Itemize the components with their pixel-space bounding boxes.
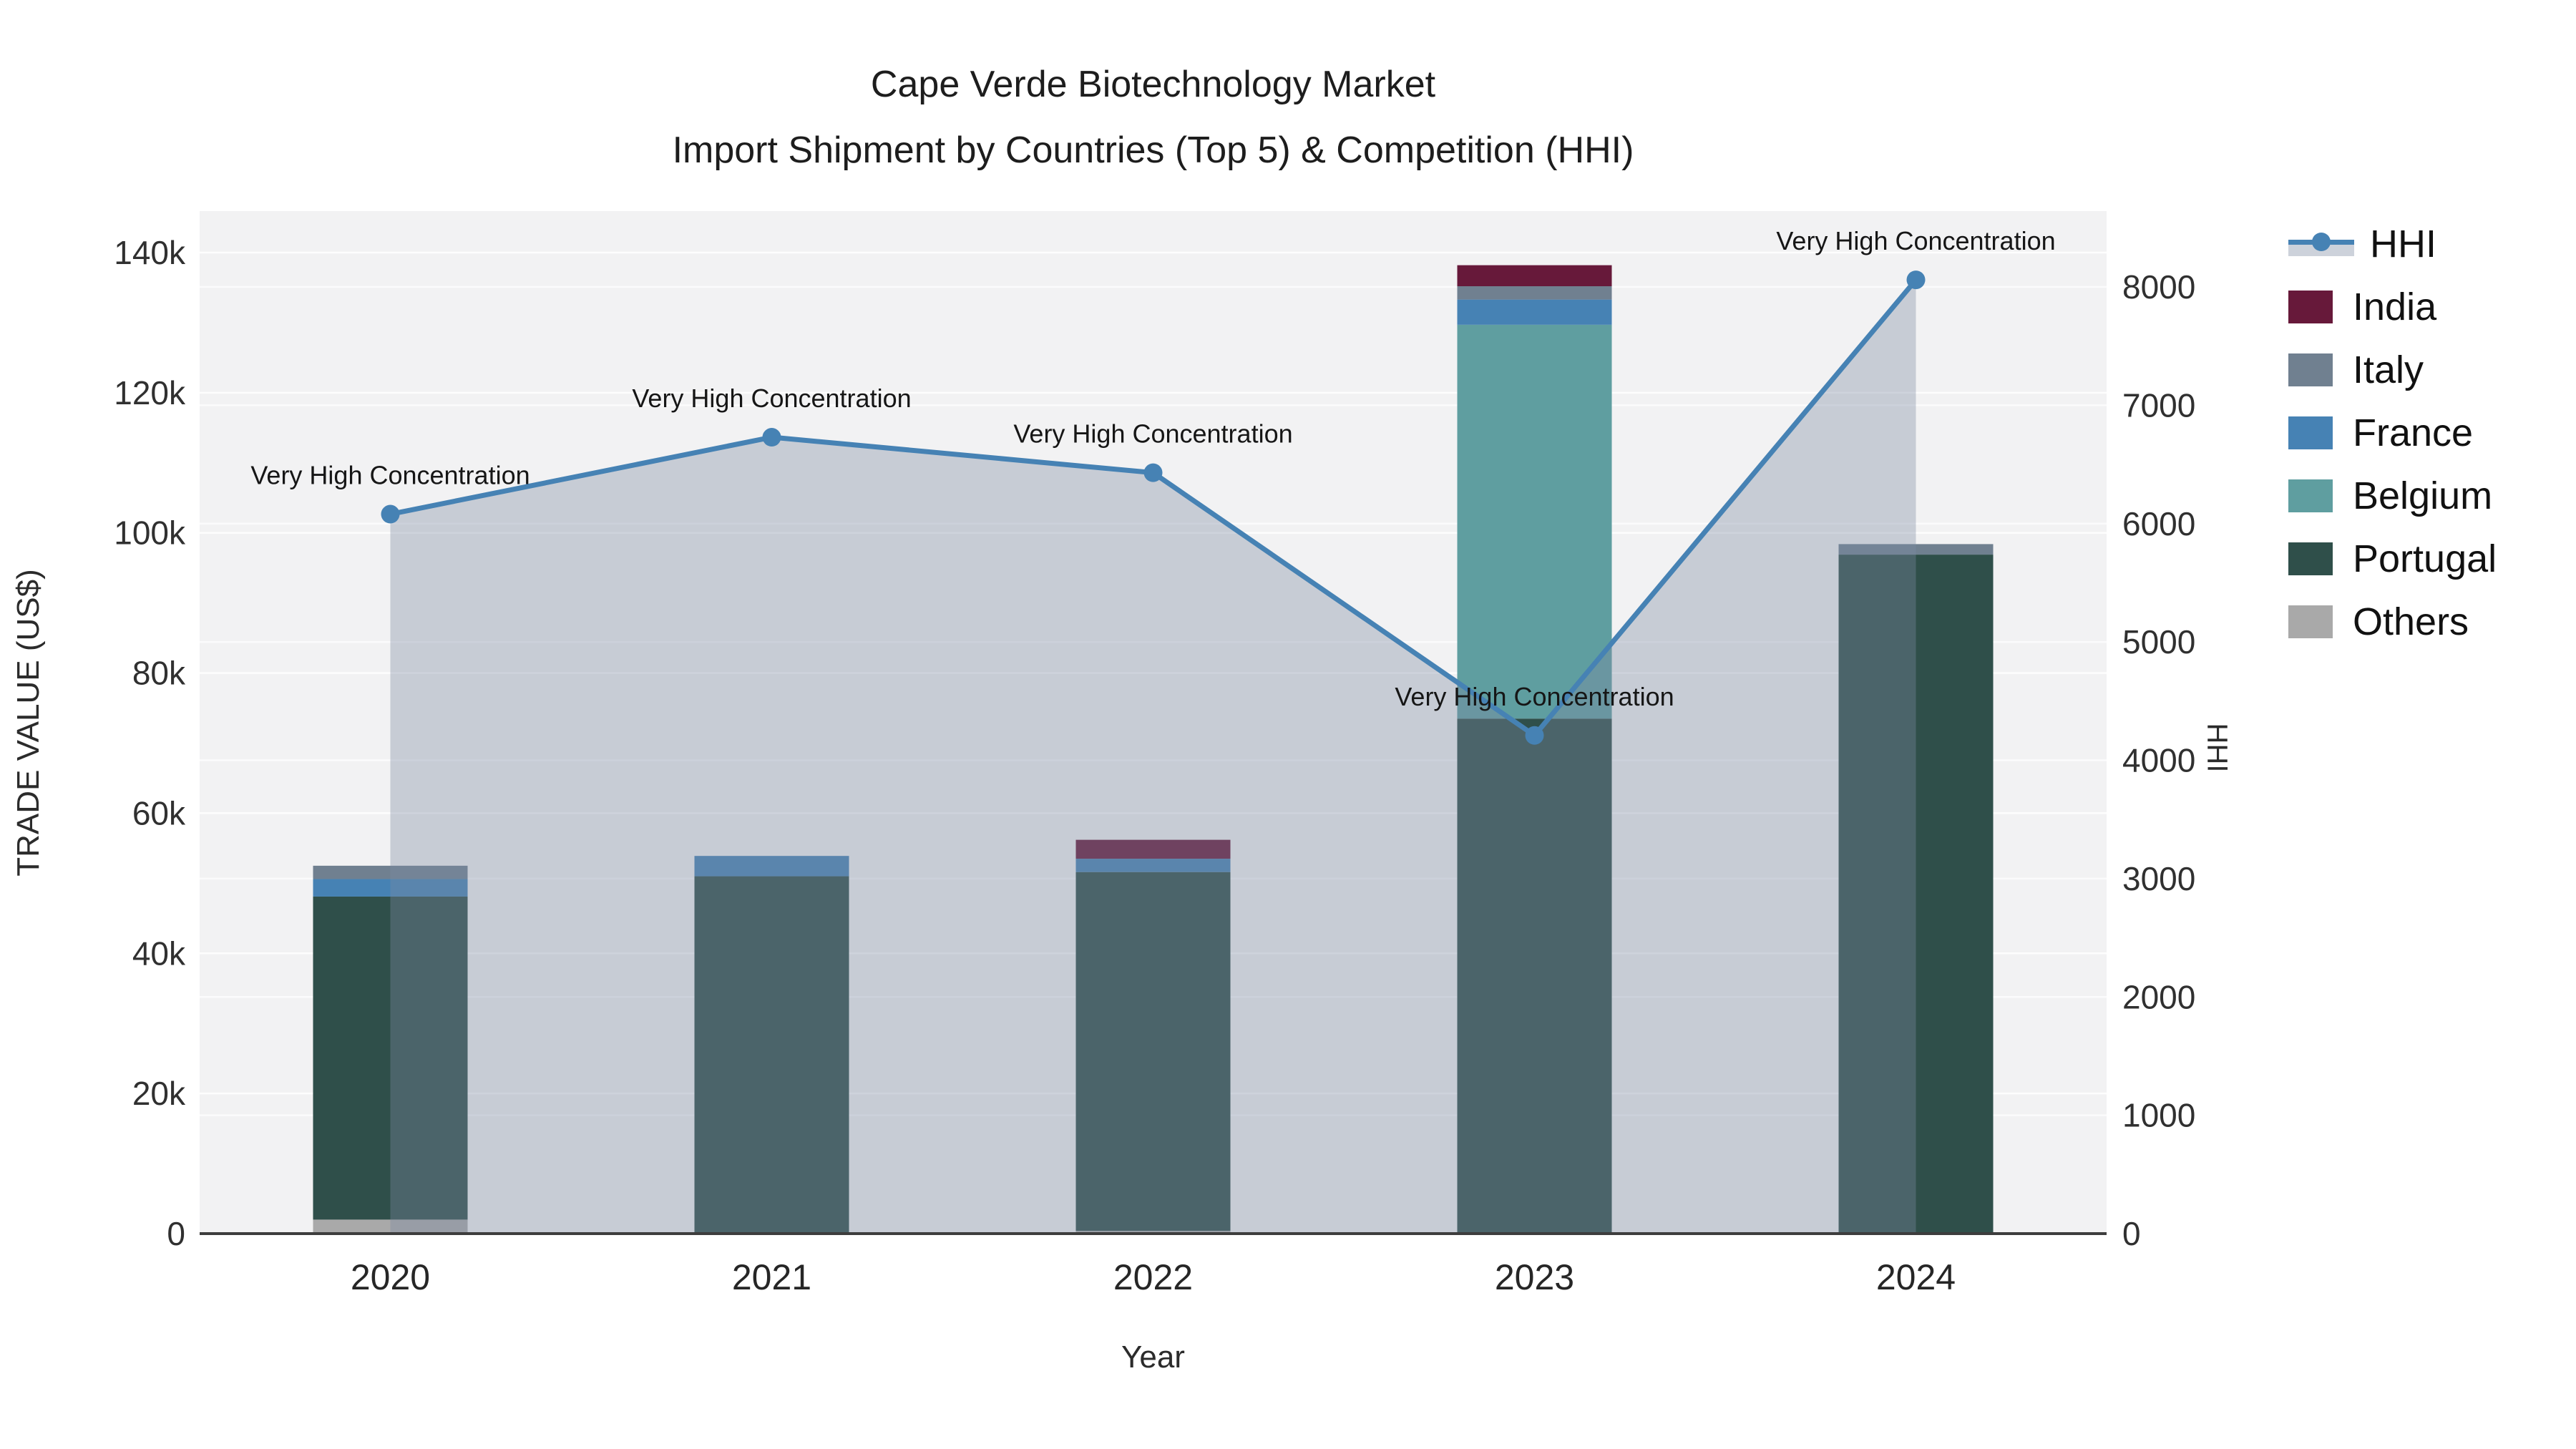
legend-label: France [2353,411,2474,454]
color-swatch-icon [2288,542,2333,575]
bar-segment-portugal-2020[interactable] [313,896,468,1220]
hhi-point-2022[interactable] [1143,463,1163,482]
legend-label: Others [2353,600,2469,643]
bar-segment-france-2023[interactable] [1457,299,1612,325]
legend-label: Portugal [2353,537,2497,580]
legend-item-france[interactable]: France [2288,411,2497,454]
color-swatch-icon [2288,605,2333,638]
hhi-area-fill [390,280,1916,1234]
right-axis-tick: 0 [2122,1215,2141,1252]
right-axis-tick: 5000 [2122,623,2195,660]
color-swatch-icon [2288,416,2333,449]
bar-segment-india-2022[interactable] [1075,839,1231,859]
left-axis-tick: 0 [167,1215,185,1252]
right-axis-title: HHI [2201,723,2233,773]
annotation-2022: Very High Concentration [1013,419,1292,449]
left-axis-tick: 140k [114,234,186,271]
legend-item-hhi[interactable]: HHI [2288,223,2497,265]
legend-item-italy[interactable]: Italy [2288,348,2497,391]
chart-title-line1: Cape Verde Biotechnology Market [870,64,1436,105]
right-axis-tick: 4000 [2122,742,2195,779]
chart-title: Cape Verde Biotechnology Market Import S… [200,52,2107,183]
left-axis-tick: 100k [114,514,186,552]
x-axis-tick-2024: 2024 [1876,1257,1956,1297]
bar-segment-italy-2023[interactable] [1457,286,1612,300]
bar-segment-france-2020[interactable] [313,879,468,897]
left-axis-title: TRADE VALUE (US$) [11,569,46,877]
x-axis-tick-2020: 2020 [351,1257,430,1297]
bar-segment-india-2023[interactable] [1457,265,1612,287]
right-axis-tick: 6000 [2122,505,2195,542]
bar-segment-france-2022[interactable] [1075,859,1231,872]
x-axis-tick-2021: 2021 [732,1257,811,1297]
left-axis-tick: 80k [132,655,186,692]
right-axis-tick: 2000 [2122,978,2195,1015]
right-axis-tick: 8000 [2122,268,2195,306]
left-axis-tick: 40k [132,935,186,972]
hhi-line-swatch-icon [2288,228,2354,260]
annotation-2023: Very High Concentration [1395,682,1674,711]
right-axis-tick: 7000 [2122,386,2195,424]
x-axis-line [200,1232,2107,1235]
left-axis-tick: 60k [132,794,186,831]
bar-segment-others-2020[interactable] [313,1219,468,1234]
legend: HHI India Italy France Belgium Portugal … [2288,223,2497,668]
x-axis-tick-2022: 2022 [1113,1257,1193,1297]
bar-segment-portugal-2023[interactable] [1457,718,1612,1234]
bar-segment-portugal-2021[interactable] [694,876,849,1234]
legend-item-portugal[interactable]: Portugal [2288,537,2497,580]
legend-item-india[interactable]: India [2288,286,2497,328]
hhi-point-2021[interactable] [762,428,781,447]
legend-item-others[interactable]: Others [2288,600,2497,643]
legend-item-belgium[interactable]: Belgium [2288,474,2497,517]
right-axis-tick: 1000 [2122,1097,2195,1134]
annotation-2021: Very High Concentration [632,384,911,413]
left-axis-tick: 120k [114,374,186,411]
hhi-point-2020[interactable] [381,504,400,524]
hhi-point-2023[interactable] [1525,726,1544,745]
hhi-point-2024[interactable] [1906,270,1926,290]
x-axis-tick-2023: 2023 [1495,1257,1574,1297]
legend-label: Italy [2353,348,2424,391]
x-axis-title: Year [1121,1340,1185,1375]
bar-segment-france-2021[interactable] [694,856,849,877]
color-swatch-icon [2288,353,2333,386]
bar-segment-italy-2024[interactable] [1838,544,1994,555]
bar-segment-portugal-2022[interactable] [1075,872,1231,1231]
annotation-2024: Very High Concentration [1776,226,2055,255]
bar-segment-belgium-2023[interactable] [1457,324,1612,719]
chart-title-line2: Import Shipment by Countries (Top 5) & C… [672,130,1634,171]
annotation-2020: Very High Concentration [250,461,530,490]
right-axis-tick: 3000 [2122,860,2195,897]
legend-label: HHI [2370,223,2436,265]
left-axis-tick: 20k [132,1075,186,1112]
legend-label: Belgium [2353,474,2493,517]
color-swatch-icon [2288,479,2333,512]
bar-segment-portugal-2024[interactable] [1838,555,1994,1234]
bar-segment-italy-2020[interactable] [313,865,468,879]
color-swatch-icon [2288,291,2333,323]
legend-label: India [2353,286,2437,328]
